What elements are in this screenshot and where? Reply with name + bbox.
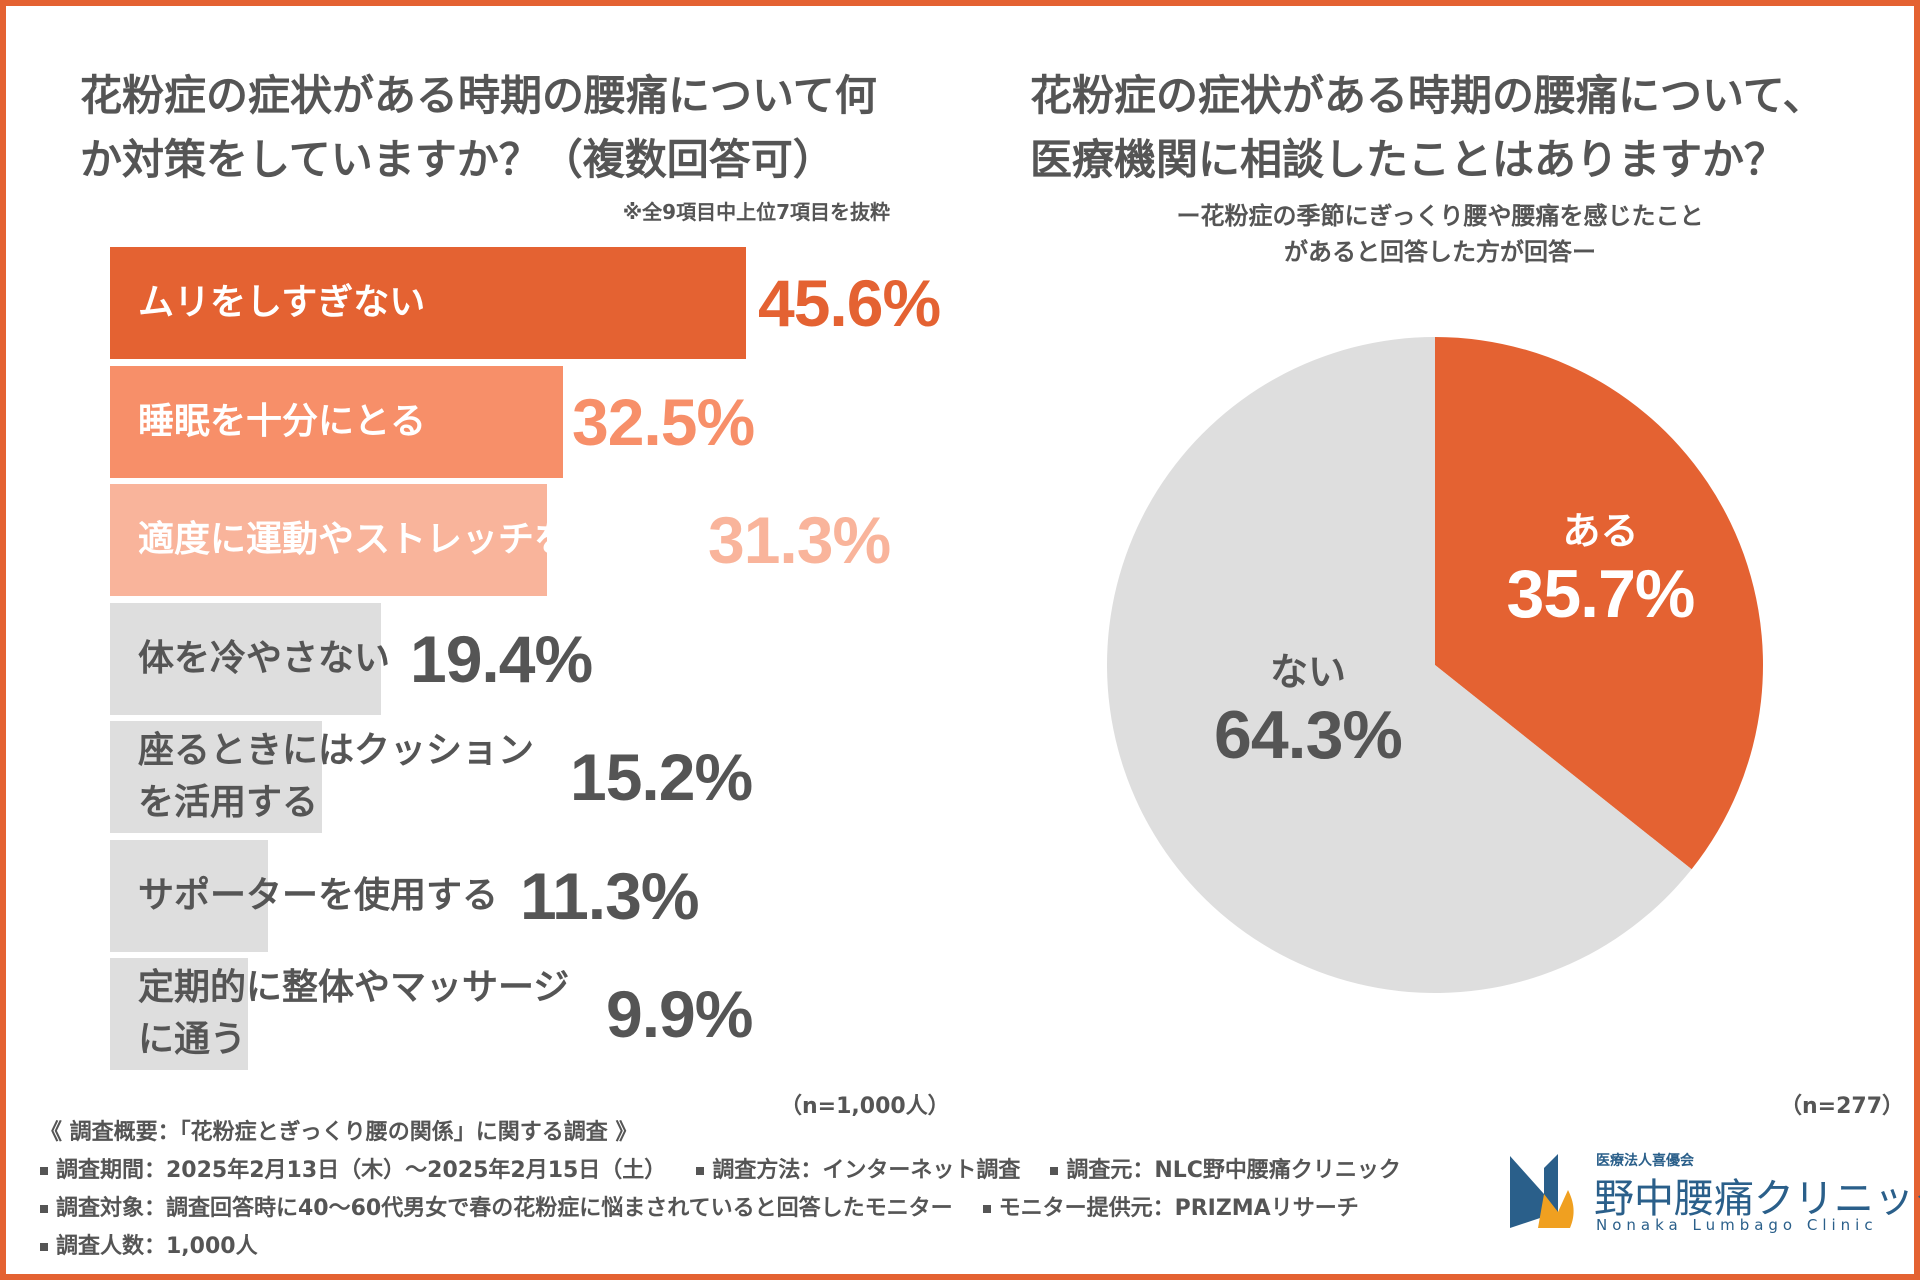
bar-row: 座るときにはクッション を活用する 15.2%	[110, 721, 970, 833]
bar-mark	[110, 602, 381, 715]
pie-subtitle-line-2: があると回答した方が回答ー	[1284, 238, 1596, 266]
clinic-logo: 医療法人喜優会 野中腰痛クリニック Nonaka Lumbago Clinic	[1508, 1150, 1920, 1240]
clinic-name: 野中腰痛クリニック	[1594, 1176, 1920, 1222]
pie-chart-subtitle: ー花粉症の季節にぎっくり腰や腰痛を感じたこと があると回答した方が回答ー	[1090, 198, 1790, 270]
pie-chart-title: 花粉症の症状がある時期の腰痛について、 医療機関に相談したことはありますか？	[1030, 64, 1890, 192]
bar-title-line-2: か対策をしていますか？（複数回答可）	[80, 135, 835, 184]
pie-slice-label: ある 35.7%	[1480, 500, 1720, 633]
bar-chart-note: ※全9項目中上位7項目を抜粋	[622, 200, 890, 224]
pie-sample-size: （n=277）	[1780, 1094, 1905, 1119]
survey-summary: 《 調査概要：「花粉症とぎっくり腰の関係」に関する調査 》 調査期間：2025年…	[40, 1114, 1401, 1266]
summary-method: 調査方法：インターネット調査	[696, 1152, 1020, 1190]
bar-chart-title: 花粉症の症状がある時期の腰痛について何 か対策をしていますか？（複数回答可）	[80, 64, 920, 192]
bar-mark	[110, 365, 564, 478]
bar-category-label: 座るときにはクッション を活用する	[138, 730, 535, 823]
pie-slice-label: ない 64.3%	[1188, 641, 1428, 774]
pie-title-line-1: 花粉症の症状がある時期の腰痛について、	[1030, 71, 1825, 120]
pie-slice	[1435, 337, 1763, 870]
bar-sample-size: （n=1,000人）	[780, 1094, 950, 1119]
bar-category-label: ムリをしすぎない	[138, 282, 426, 323]
summary-row-2: 調査対象：調査回答時に40～60代男女で春の花粉症に悩まされていると回答したモニ…	[40, 1190, 1401, 1228]
bar-category-label: 体を冷やさない	[138, 637, 391, 679]
bar-chart: ムリをしすぎない 45.6% 睡眠を十分にとる 32.5% 適度に運動やストレッチをする…	[110, 247, 970, 1077]
bar-category-label: 適度に運動やストレッチをする	[138, 519, 643, 560]
pie-value-label: 35.7%	[1506, 556, 1696, 633]
bar-value-label: 15.2%	[570, 740, 753, 814]
pie-subtitle-line-1: ー花粉症の季節にぎっくり腰や腰痛を感じたこと	[1176, 202, 1704, 230]
summary-row-3: 調査人数：1,000人	[40, 1228, 1401, 1266]
summary-heading: 《 調査概要：「花粉症とぎっくり腰の関係」に関する調査 》	[40, 1120, 638, 1145]
bar-mark	[110, 958, 249, 1070]
summary-count: 調査人数：1,000人	[40, 1228, 258, 1266]
clinic-corp-name: 医療法人喜優会	[1596, 1153, 1694, 1169]
bar-category-label: サポーターを使用する	[138, 874, 499, 916]
bar-row: 睡眠を十分にとる 32.5%	[110, 365, 970, 478]
summary-source: 調査元：NLC野中腰痛クリニック	[1050, 1152, 1401, 1190]
bar-mark	[110, 247, 746, 359]
bar-value-label: 9.9%	[606, 977, 753, 1051]
bar-value-label: 45.6%	[758, 266, 941, 340]
pie-category-label: ない	[1269, 650, 1346, 695]
bar-mark	[110, 721, 322, 833]
clinic-logo-mark-icon	[1510, 1154, 1574, 1228]
bar-category-label: 睡眠を十分にとる	[138, 400, 427, 442]
bar-row: サポーターを使用する 11.3%	[110, 839, 970, 952]
pie-category-label: ある	[1562, 509, 1639, 554]
pie-value-label: 64.3%	[1214, 697, 1403, 774]
pie-chart	[1107, 337, 1763, 993]
summary-period: 調査期間：2025年2月13日（木）～2025年2月15日（土）	[40, 1152, 666, 1190]
summary-row-1: 調査期間：2025年2月13日（木）～2025年2月15日（土） 調査方法：イン…	[40, 1152, 1401, 1190]
summary-provider: モニター提供元：PRIZMAリサーチ	[982, 1190, 1359, 1228]
summary-target: 調査対象：調査回答時に40～60代男女で春の花粉症に悩まされていると回答したモニ…	[40, 1190, 953, 1228]
bar-row: 体を冷やさない 19.4%	[110, 602, 970, 715]
pie-slice	[1107, 337, 1692, 993]
bar-title-line-1: 花粉症の症状がある時期の腰痛について何	[80, 71, 877, 120]
bar-category-label: 定期的に整体やマッサージ に通う	[138, 967, 570, 1060]
bar-value-label: 32.5%	[572, 384, 755, 459]
bar-value-label: 11.3%	[520, 858, 699, 933]
bar-mark	[110, 484, 547, 596]
pie-title-line-2: 医療機関に相談したことはありますか？	[1030, 135, 1787, 184]
bar-row: 定期的に整体やマッサージ に通う 9.9%	[110, 958, 970, 1070]
bar-mark	[110, 839, 268, 952]
bar-row: 適度に運動やストレッチをする 31.3%	[110, 484, 970, 596]
bar-value-label: 19.4%	[410, 621, 593, 696]
bar-row: ムリをしすぎない 45.6%	[110, 247, 970, 359]
clinic-english-name: Nonaka Lumbago Clinic	[1596, 1216, 1878, 1234]
bar-value-label: 31.3%	[708, 503, 891, 577]
